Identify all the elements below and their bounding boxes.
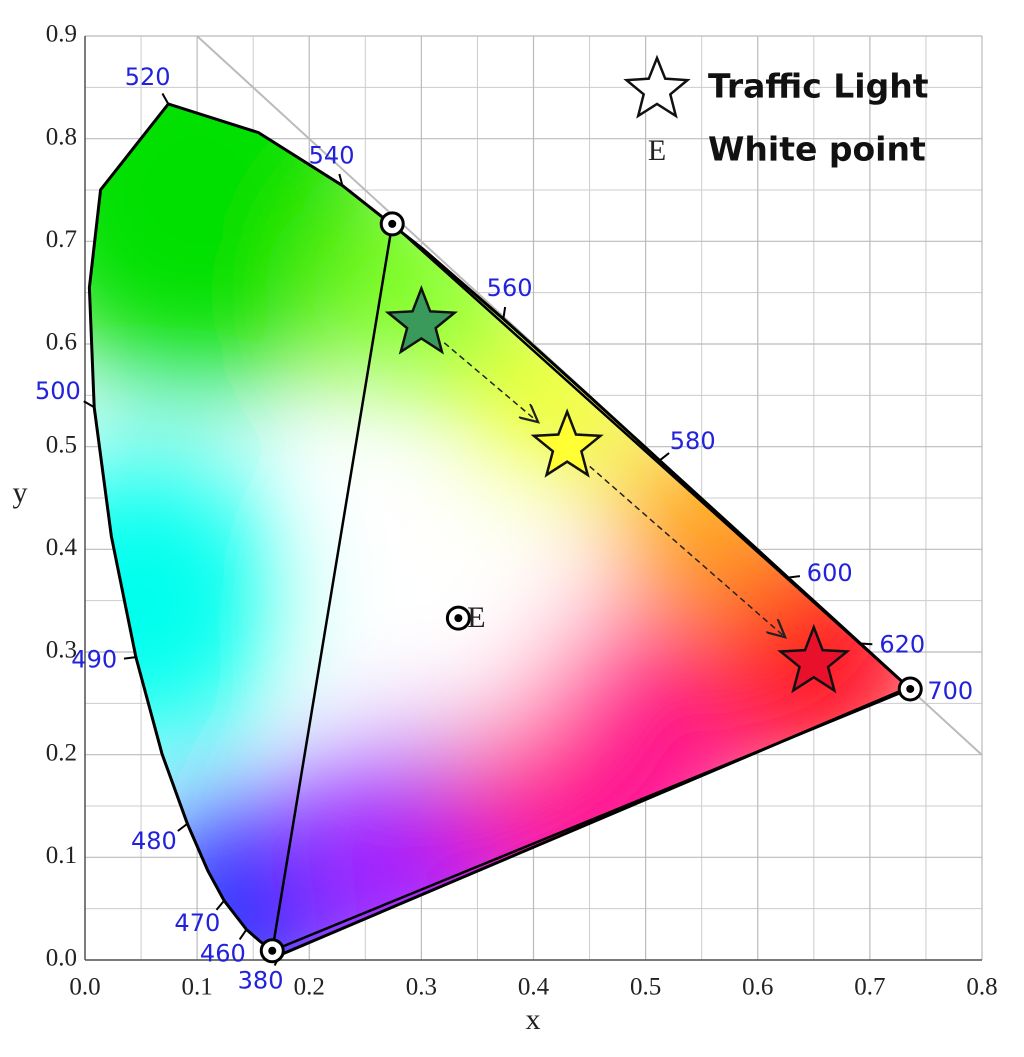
primary-point-dot xyxy=(388,219,397,228)
wavelength-tick xyxy=(215,900,225,911)
wavelength-label: 600 xyxy=(807,559,853,587)
wavelength-tick xyxy=(338,173,344,186)
x-tick-label: 0.5 xyxy=(630,974,661,1001)
y-tick-label: 0.4 xyxy=(46,534,78,561)
y-tick-label: 0.7 xyxy=(46,226,77,253)
primary-point-dot xyxy=(268,946,277,955)
x-tick-label: 0.4 xyxy=(518,974,550,1001)
wavelength-label: 560 xyxy=(487,274,533,302)
x-tick-label: 0.0 xyxy=(69,974,100,1001)
wavelength-tick xyxy=(161,93,170,105)
transition-arrow xyxy=(443,342,538,422)
x-tick-label: 0.6 xyxy=(742,974,773,1001)
wavelength-tick xyxy=(123,656,137,660)
wavelength-label: 490 xyxy=(71,646,117,674)
wavelength-label: 380 xyxy=(238,966,284,994)
traffic-light-star xyxy=(384,284,458,355)
wavelength-label: 700 xyxy=(927,677,973,705)
traffic-light-star xyxy=(530,408,604,478)
wavelength-tick xyxy=(860,642,873,646)
wavelength-label: 480 xyxy=(131,827,177,855)
x-tick-label: 0.8 xyxy=(966,974,997,1001)
y-tick-label: 0.6 xyxy=(46,329,77,356)
wavelength-tick xyxy=(787,575,801,579)
x-axis-label: x xyxy=(526,1003,541,1036)
wavelength-label: 520 xyxy=(125,63,171,91)
y-tick-label: 0.1 xyxy=(46,842,77,869)
white-point-label: E xyxy=(467,601,485,634)
wavelength-tick xyxy=(502,306,507,319)
wavelength-label: 460 xyxy=(200,939,246,967)
traffic-light-star xyxy=(777,623,851,694)
x-tick-label: 0.3 xyxy=(406,974,437,1001)
wavelength-label: 580 xyxy=(670,427,716,455)
y-tick-label: 0.8 xyxy=(46,123,77,150)
wavelength-tick xyxy=(177,822,188,832)
y-tick-label: 0.9 xyxy=(46,21,77,48)
wavelength-label: 470 xyxy=(174,909,220,937)
wavelength-tick xyxy=(238,928,248,940)
legend-label: Traffic Light xyxy=(708,67,929,106)
x-tick-label: 0.1 xyxy=(182,974,213,1001)
wavelength-tick xyxy=(83,400,95,409)
legend-marker: E xyxy=(648,134,666,167)
primary-point-dot xyxy=(906,684,915,693)
y-tick-label: 0.3 xyxy=(46,637,77,664)
y-tick-label: 0.0 xyxy=(46,945,77,972)
gamut-triangle xyxy=(270,221,913,953)
transition-arrow xyxy=(589,465,785,637)
y-axis-label: y xyxy=(13,476,28,509)
white-point-dot xyxy=(454,614,463,623)
wavelength-label: 620 xyxy=(879,630,925,658)
wavelength-label: 500 xyxy=(35,377,81,405)
y-tick-label: 0.5 xyxy=(46,431,77,458)
wavelength-label: 540 xyxy=(309,142,355,170)
legend-label: White point xyxy=(708,130,926,169)
x-tick-label: 0.2 xyxy=(294,974,325,1001)
x-tick-label: 0.7 xyxy=(854,974,885,1001)
legend-star xyxy=(623,54,691,119)
y-tick-label: 0.2 xyxy=(46,739,77,766)
wavelength-tick xyxy=(659,452,670,462)
